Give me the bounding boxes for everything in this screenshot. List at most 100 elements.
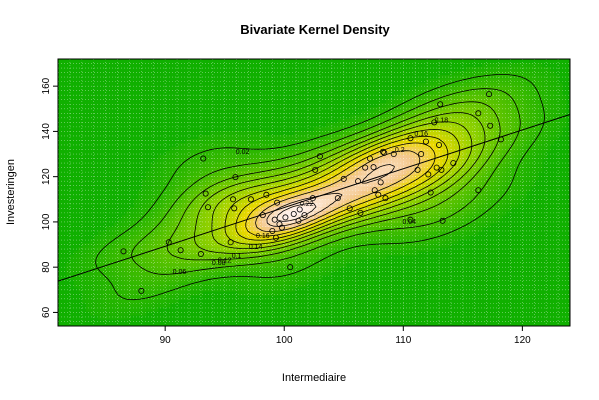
data-point — [418, 151, 425, 158]
data-point — [407, 216, 414, 223]
y-tick-label: 160 — [41, 77, 52, 94]
contour-label: 0.04 — [402, 219, 416, 226]
data-point — [296, 206, 303, 213]
data-point — [390, 151, 397, 158]
contour-label: 0.18 — [435, 117, 449, 124]
contour-line — [245, 142, 436, 237]
chart-title: Bivariate Kernel Density — [240, 22, 390, 37]
data-point — [263, 191, 270, 198]
data-point — [274, 199, 281, 206]
data-point — [370, 164, 377, 171]
data-point — [486, 91, 493, 98]
contour-label: 0.02 — [236, 149, 250, 156]
data-point — [436, 141, 443, 148]
x-axis-label: Intermediaire — [282, 372, 346, 384]
data-point — [197, 251, 204, 258]
data-point — [138, 287, 145, 294]
data-point — [439, 217, 446, 224]
data-point — [431, 119, 438, 126]
data-point — [407, 135, 414, 142]
data-point — [427, 189, 434, 196]
data-point — [375, 191, 382, 198]
data-point — [290, 210, 297, 217]
data-point — [120, 248, 127, 255]
contour-label: 0.06 — [173, 269, 187, 276]
data-point — [247, 196, 254, 203]
data-point — [227, 239, 234, 246]
x-tick-label: 110 — [395, 335, 411, 346]
contour-label: 0.22 — [300, 201, 314, 208]
contour-label: 0.16 — [256, 233, 270, 240]
data-point — [371, 187, 378, 194]
data-point — [282, 214, 289, 221]
contour-label: 0.16 — [414, 131, 428, 138]
contour-line — [235, 135, 449, 241]
data-point — [377, 179, 384, 186]
contour-line — [194, 112, 486, 254]
data-point — [366, 155, 373, 162]
y-tick-label: 80 — [41, 261, 52, 273]
grid-lines — [58, 59, 570, 326]
contour-lines — [95, 74, 545, 301]
data-point — [433, 164, 440, 171]
y-tick-label: 120 — [41, 168, 52, 185]
data-point — [414, 166, 421, 173]
data-point — [362, 164, 369, 171]
data-point — [425, 171, 432, 178]
data-point — [309, 195, 316, 202]
data-point — [232, 174, 239, 181]
data-point — [272, 234, 279, 241]
data-point — [287, 264, 294, 271]
data-point — [200, 155, 207, 162]
plot-area: 0.02 0.04 0.06 0.08 0.10.12 0.14 0.16 0.16 0.18 0… — [58, 59, 570, 326]
contour-line — [255, 150, 421, 232]
data-point — [202, 190, 209, 197]
data-point — [205, 204, 212, 211]
data-point — [438, 166, 445, 173]
regression-line — [58, 113, 570, 282]
data-point — [177, 247, 184, 254]
contour-line — [131, 88, 521, 275]
data-point — [357, 209, 364, 216]
data-point — [437, 101, 444, 108]
y-tick-label: 100 — [41, 213, 52, 230]
x-tick-label: 120 — [514, 335, 531, 346]
data-point — [475, 187, 482, 194]
data-point — [487, 122, 494, 129]
contour-labels: 0.02 0.04 0.06 0.08 0.10.12 0.14 0.16 0.16 0.18 0… — [173, 117, 449, 276]
data-point — [334, 195, 341, 202]
data-point — [271, 216, 278, 223]
x-tick-label: 90 — [160, 335, 172, 346]
contour-line — [224, 129, 461, 245]
contour-line — [276, 202, 317, 222]
x-tick-label: 100 — [276, 335, 293, 346]
contour-line — [95, 74, 545, 301]
data-point — [312, 166, 319, 173]
contour-label: 0.12 — [218, 258, 232, 265]
data-point — [346, 205, 353, 212]
contour-label: 0.2 — [395, 147, 405, 154]
y-axis-label: Investeringen — [5, 159, 17, 225]
data-point — [301, 212, 308, 219]
data-point — [381, 149, 388, 156]
data-point — [422, 138, 429, 145]
data-point — [382, 195, 389, 202]
data-point — [230, 196, 237, 203]
data-point — [475, 110, 482, 117]
x-axis: 90 100 110 120 — [160, 326, 531, 346]
data-point — [269, 227, 276, 234]
y-tick-label: 140 — [41, 123, 52, 140]
data-point — [295, 217, 302, 224]
contour-line — [266, 164, 395, 227]
plot-frame — [57, 58, 571, 327]
data-point — [278, 224, 285, 231]
data-point — [231, 205, 238, 212]
contour-line — [166, 101, 501, 261]
contour-label: 0.08 — [212, 260, 226, 267]
y-tick-label: 60 — [41, 306, 52, 318]
data-point — [316, 153, 323, 160]
data-point — [380, 148, 387, 155]
data-point — [340, 175, 347, 182]
data-point — [450, 160, 457, 167]
